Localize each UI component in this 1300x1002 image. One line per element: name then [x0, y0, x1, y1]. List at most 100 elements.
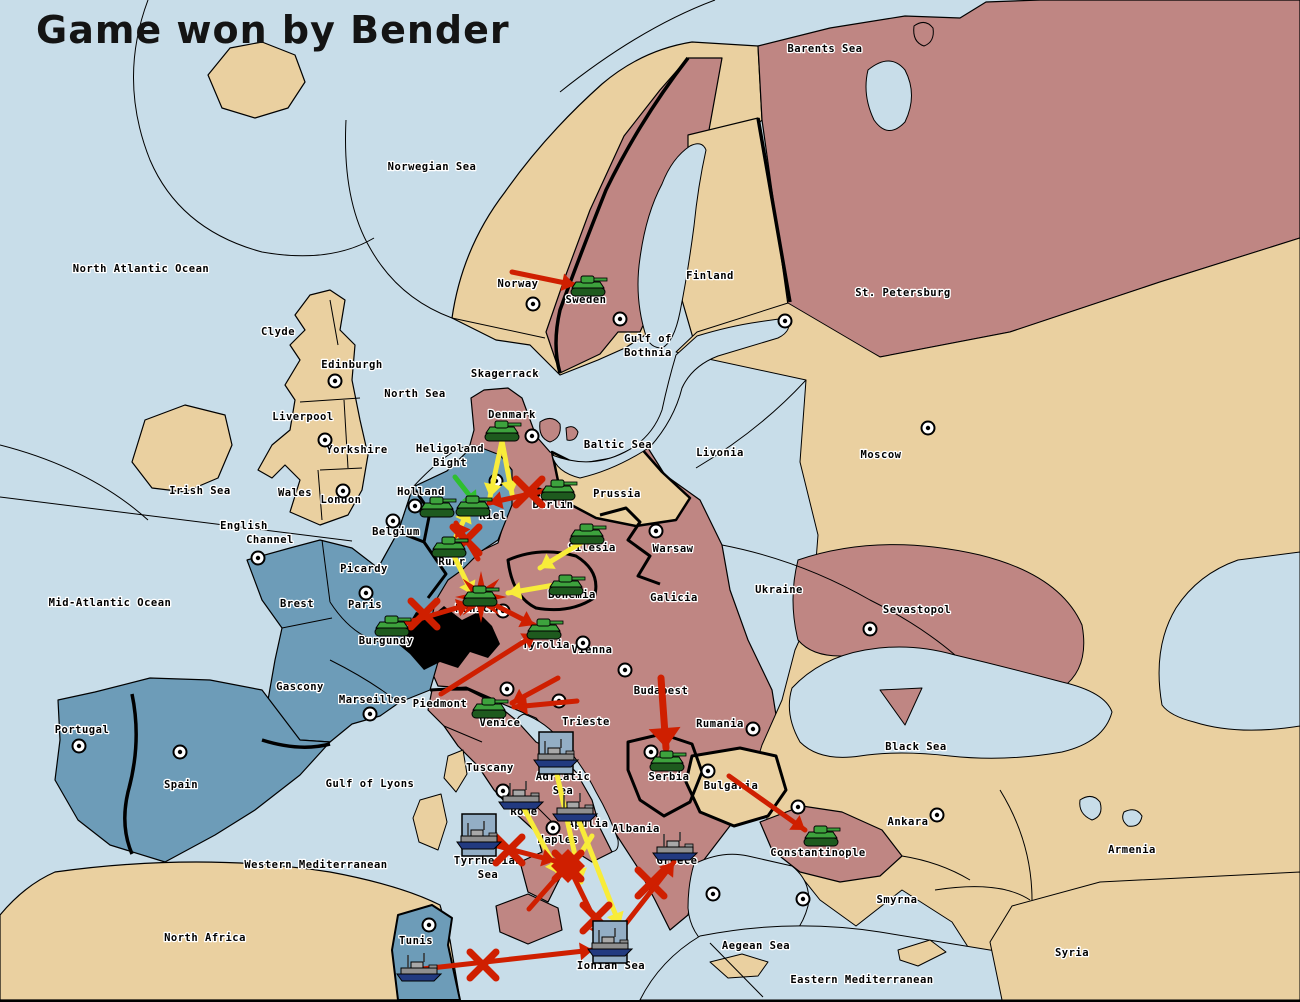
sea-line-norwegian [345, 119, 453, 319]
label-ukraine: Ukraine [755, 584, 803, 596]
region-lake-2 [1122, 809, 1143, 827]
supply-center-dot [643, 744, 659, 760]
label-syria: Syria [1055, 947, 1089, 959]
label-english: English [220, 520, 268, 532]
border-lowcountries [397, 486, 432, 544]
label-piedmont: Piedmont [413, 698, 468, 710]
label-north-atlantic-ocean: North Atlantic Ocean [73, 263, 209, 275]
region-caspian [1158, 551, 1300, 731]
army-unit [803, 825, 841, 847]
sea-line-skagerrack [451, 317, 546, 339]
army-unit [471, 697, 509, 719]
label-eastern-mediterranean: Eastern Mediterranean [790, 974, 933, 986]
supply-center-dot [612, 311, 628, 327]
label-constantinople: Constantinople [770, 847, 866, 859]
region-corsica [443, 749, 468, 793]
label-denmark: Denmark [488, 409, 536, 421]
region-syria [989, 871, 1300, 1000]
label-channel: Channel [246, 534, 294, 546]
border-poland [599, 506, 661, 586]
label-prussia: Prussia [593, 488, 641, 500]
supply-center-dot [358, 585, 374, 601]
region-sicily [495, 893, 563, 945]
label-livonia: Livonia [696, 447, 744, 459]
label-skagerrack: Skagerrack [471, 368, 539, 380]
label-tunis: Tunis [399, 935, 433, 947]
sea-line-aegean [709, 942, 764, 998]
label-liverpool: Liverpool [272, 411, 333, 423]
yellow-order-arrow [499, 438, 519, 497]
label-western-mediterranean: Western Mediterranean [244, 859, 387, 871]
supply-center-dot [545, 820, 561, 836]
label-portugal: Portugal [55, 724, 110, 736]
sea-line-top [559, 0, 716, 93]
label-venice: Venice [480, 717, 521, 729]
border-finland-russia [756, 117, 792, 303]
border-france-germany [422, 541, 448, 599]
fleet-unit [396, 953, 443, 982]
label-rumania: Rumania [696, 718, 744, 730]
label-picardy: Picardy [340, 563, 388, 575]
army-unit [540, 479, 578, 501]
label-ankara: Ankara [888, 816, 929, 828]
yellow-order-arrow [537, 538, 587, 571]
sea-line-heligoland [412, 444, 475, 488]
label-aegean-sea: Aegean Sea [722, 940, 790, 952]
supply-center-dot [317, 432, 333, 448]
label-gascony: Gascony [276, 681, 324, 693]
line-fr-3 [329, 659, 399, 703]
label-brest: Brest [280, 598, 314, 610]
sea-line-nao [0, 444, 149, 521]
region-switzerland [398, 606, 500, 670]
supply-center-dot [71, 738, 87, 754]
destroyed-unit-x [551, 849, 585, 883]
army-unit [484, 420, 522, 442]
label-armenia: Armenia [1108, 844, 1156, 856]
label-holland: Holland [397, 486, 445, 498]
army-unit [419, 496, 457, 518]
supply-center-dot [777, 313, 793, 329]
line-ru-1 [695, 379, 807, 469]
label-albania: Albania [612, 823, 660, 835]
supply-center-dot [745, 721, 761, 737]
label-smyrna: Smyrna [877, 894, 918, 906]
army-unit [374, 615, 412, 637]
supply-center-dot [407, 498, 423, 514]
supply-center-dot [648, 523, 664, 539]
region-white-sea [865, 60, 912, 131]
red-order-arrow [509, 269, 578, 292]
region-danish-isle-2 [565, 426, 579, 441]
supply-center-dot [335, 483, 351, 499]
region-ireland [131, 404, 233, 493]
supply-center-dot [705, 886, 721, 902]
supply-center-dot [385, 513, 401, 529]
line-tk-3 [934, 886, 1031, 901]
label-trieste: Trieste [562, 716, 610, 728]
region-iceland [207, 41, 306, 119]
line-ru-2 [721, 544, 956, 656]
army-unit [455, 495, 493, 517]
region-black-sea [788, 646, 1113, 759]
label-north-sea: North Sea [384, 388, 445, 400]
region-baltic [551, 317, 790, 479]
army-unit [649, 750, 687, 772]
line-uk-4 [319, 467, 363, 471]
army-unit [431, 536, 469, 558]
label-serbia: Serbia [649, 771, 690, 783]
region-arctic-island [913, 22, 934, 47]
border-alps [429, 686, 499, 704]
label-spain: Spain [164, 779, 198, 791]
line-fr-1 [321, 539, 331, 603]
border-pyrenees [261, 738, 331, 749]
army-unit [570, 275, 608, 297]
region-crimea [879, 687, 923, 726]
failed-order-x [466, 948, 500, 982]
yellow-order-arrow [483, 438, 505, 500]
label-paris: Paris [348, 599, 382, 611]
line-fr-2 [329, 601, 393, 645]
label-norway: Norway [498, 278, 539, 290]
red-order-arrow [726, 773, 808, 833]
label-barents-sea: Barents Sea [787, 43, 862, 55]
red-order-arrow [419, 942, 596, 972]
